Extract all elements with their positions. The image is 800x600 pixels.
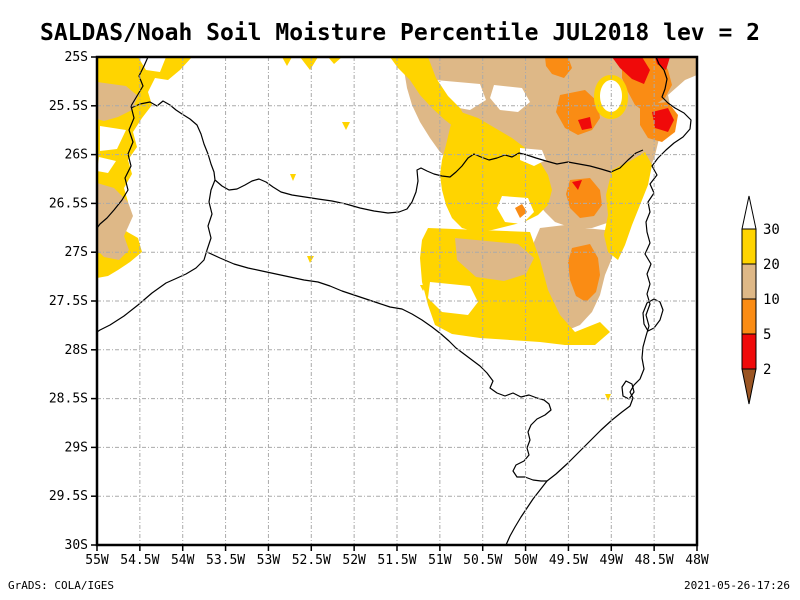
colorbar-band — [741, 263, 757, 300]
x-axis-label: 51.5W — [377, 553, 416, 568]
page-title: SALDAS/Noah Soil Moisture Percentile JUL… — [40, 20, 760, 46]
region-red-3 — [578, 117, 592, 130]
colorbar-label: 10 — [763, 292, 780, 308]
colorbar-band — [741, 333, 757, 370]
x-axis-label: 49.5W — [549, 553, 588, 568]
y-axis-label: 28.5S — [49, 392, 88, 407]
region-orange-4 — [566, 178, 602, 218]
y-axis-label: 27.5S — [49, 294, 88, 309]
region-orange-5 — [568, 244, 600, 302]
region-ne-white-hole-2 — [497, 196, 534, 224]
border-west — [96, 56, 149, 229]
x-axis-label: 52.5W — [292, 553, 331, 568]
x-axis-label: 51W — [428, 553, 452, 568]
region-red-5 — [572, 180, 582, 190]
region-ne-white-hole-1 — [490, 85, 530, 112]
x-axis-label: 49W — [600, 553, 624, 568]
y-axis-label: 27S — [65, 245, 88, 260]
region-tan-lower — [455, 238, 534, 281]
gridlines — [97, 57, 697, 545]
y-axis-label: 26S — [65, 148, 88, 163]
x-axis-label: 53.5W — [206, 553, 245, 568]
region-west-white-hole-2 — [100, 126, 126, 151]
colorbar-label: 20 — [763, 257, 780, 273]
x-axis-label: 48.5W — [635, 553, 674, 568]
x-axis-label: 48W — [685, 553, 709, 568]
region-west-white-hole-1 — [138, 57, 166, 72]
region-west-white-hole-3 — [97, 157, 116, 173]
y-axis-label: 29S — [65, 440, 88, 455]
y-axis-label: 26.5S — [49, 196, 88, 211]
y-axis-label: 29.5S — [49, 489, 88, 504]
region-ne-yellow-fringe — [390, 57, 468, 130]
timestamp: 2021-05-26-17:26 — [684, 579, 790, 592]
region-orange-top — [545, 57, 572, 78]
y-axis-label: 25S — [65, 50, 88, 65]
x-axis-label: 55W — [85, 553, 109, 568]
colorbar-label: 5 — [763, 327, 771, 343]
x-axis-label: 50W — [514, 553, 538, 568]
y-axis-label: 28S — [65, 343, 88, 358]
x-axis-label: 52W — [342, 553, 366, 568]
x-axis-label: 54.5W — [120, 553, 159, 568]
region-red-1 — [612, 57, 670, 84]
region-west-tan-2 — [97, 183, 133, 260]
axis-ticks-and-labels: 55W 54.5W 54W 53.5W 53W 52.5W 52W 51.5W 51W 50.5W… — [49, 50, 709, 568]
x-axis-label: 54W — [171, 553, 195, 568]
y-axis-label: 30S — [65, 538, 88, 553]
colorbar-label: 2 — [763, 362, 771, 378]
x-axis-label: 53W — [257, 553, 281, 568]
coastline — [505, 56, 692, 546]
region-yellow-coast-band — [604, 152, 652, 260]
x-axis-label: 50.5W — [463, 553, 502, 568]
border-north — [130, 100, 644, 214]
colorbar-band — [741, 298, 757, 335]
colorbar-label: 30 — [763, 222, 780, 238]
grads-attribution: GrADS: COLA/IGES — [8, 579, 114, 592]
y-axis-label: 25.5S — [49, 99, 88, 114]
border-branch-southwest — [96, 179, 216, 333]
colorbar-arrow-down — [741, 368, 757, 405]
region-west-tan-1 — [97, 82, 138, 121]
region-top-yellow-bits — [282, 57, 342, 70]
colorbar-band — [741, 228, 757, 265]
colorbar: 30 20 10 5 2 — [741, 195, 780, 405]
map-regions — [96, 56, 697, 546]
region-red-2 — [652, 108, 674, 132]
region-white-hole-lower — [428, 282, 478, 315]
region-orange-6 — [515, 204, 527, 218]
border-south — [206, 251, 552, 482]
